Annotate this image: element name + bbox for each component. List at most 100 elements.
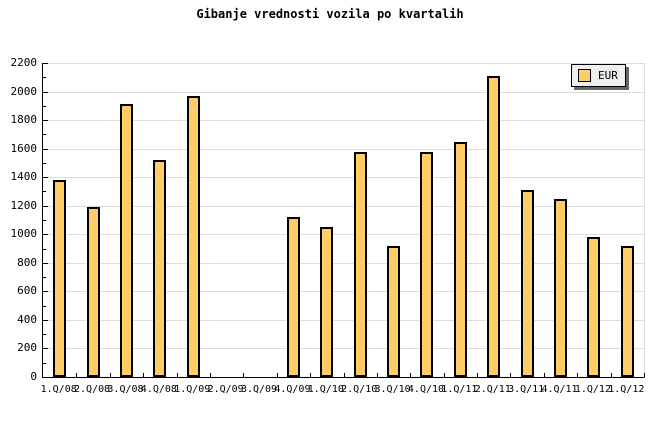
x-axis-label: 2.Q/10	[341, 384, 378, 395]
gridline	[43, 91, 644, 93]
y-axis-label: 1200	[10, 198, 38, 212]
x-axis-tick	[343, 373, 345, 377]
y-axis-label: 1600	[10, 141, 38, 155]
x-axis-tick	[644, 373, 645, 377]
x-axis-tick	[143, 373, 145, 377]
bar	[387, 245, 401, 377]
x-axis-label: 2.Q/08	[74, 384, 111, 395]
gridline	[43, 205, 644, 207]
legend-label: EUR	[598, 69, 618, 82]
chart-title: Gibanje vrednosti vozila po kvartalih	[196, 7, 464, 21]
x-axis-label: 4.Q/11	[541, 384, 578, 395]
x-axis-label: 4.Q/10	[407, 384, 445, 395]
x-axis-tick	[510, 373, 512, 377]
gridline	[43, 148, 644, 150]
x-axis-label: 1.Q/10	[307, 384, 344, 395]
y-minor-tick	[43, 305, 46, 307]
bar	[86, 207, 100, 377]
y-major-tick	[43, 177, 48, 179]
x-axis-label: 3.Q/09	[240, 384, 278, 395]
y-axis-label: 1800	[10, 113, 38, 127]
x-axis-label: 1.Q/08	[40, 384, 77, 395]
x-axis-tick	[310, 373, 312, 377]
y-major-tick	[43, 63, 48, 64]
x-axis-label: 1.Q/12	[574, 384, 611, 395]
bar	[53, 180, 67, 377]
x-axis-label: 1.Q/09	[174, 384, 211, 395]
y-minor-tick	[43, 248, 46, 250]
y-minor-tick	[43, 105, 46, 107]
x-axis-label: 2.Q/11	[474, 384, 511, 395]
y-major-tick	[43, 348, 48, 350]
x-axis-label: 2.Q/09	[207, 384, 244, 395]
gridline	[43, 234, 644, 236]
bar	[320, 227, 334, 377]
x-axis-tick	[109, 373, 111, 377]
bar	[286, 217, 300, 377]
y-axis-label: 1000	[10, 227, 38, 241]
bar	[353, 151, 367, 377]
y-minor-tick	[43, 220, 46, 221]
y-axis-label: 600	[17, 284, 37, 298]
bar	[153, 160, 167, 377]
x-axis-label: 3.Q/10	[374, 384, 411, 395]
y-axis-label: 400	[17, 312, 37, 326]
x-axis-tick	[209, 373, 211, 377]
x-axis-tick	[176, 373, 178, 377]
gridline	[43, 120, 644, 122]
x-axis-label: 1.Q/12	[608, 384, 645, 395]
y-minor-tick	[43, 134, 46, 136]
bar	[186, 95, 200, 377]
gridline	[43, 63, 644, 64]
bar	[420, 151, 434, 377]
x-axis-tick	[543, 373, 545, 377]
gridline	[43, 319, 644, 321]
bar	[554, 198, 568, 377]
y-minor-tick	[43, 277, 46, 279]
bar	[453, 141, 467, 377]
x-axis-tick	[610, 373, 612, 377]
y-axis-label: 0	[30, 370, 37, 383]
bar	[119, 104, 133, 377]
y-major-tick	[43, 291, 48, 293]
y-axis-label: 800	[17, 255, 37, 269]
y-minor-tick	[43, 162, 46, 164]
gridline	[43, 262, 644, 264]
x-axis-tick	[410, 373, 412, 377]
x-axis-label: 4.Q/08	[140, 384, 177, 395]
gridline	[43, 291, 644, 293]
bar	[487, 75, 501, 377]
y-axis-label: 200	[17, 341, 37, 355]
x-axis-label: 1.Q/11	[441, 384, 478, 395]
y-major-tick	[43, 319, 48, 321]
y-minor-tick	[43, 334, 46, 336]
x-axis-label: 3.Q/11	[508, 384, 545, 395]
y-major-tick	[43, 262, 48, 264]
x-axis-tick	[243, 373, 245, 377]
bar	[587, 237, 601, 377]
y-minor-tick	[43, 191, 46, 193]
y-major-tick	[43, 120, 48, 122]
y-axis-label: 2000	[10, 84, 38, 98]
y-minor-tick	[43, 362, 46, 364]
gridline	[43, 348, 644, 350]
y-minor-tick	[43, 77, 46, 79]
x-axis-label: 4.Q/09	[274, 384, 311, 395]
x-axis-tick	[577, 373, 579, 377]
y-major-tick	[43, 91, 48, 93]
y-major-tick	[43, 234, 48, 236]
plot-area	[42, 63, 645, 378]
x-axis-tick	[76, 373, 78, 377]
bar	[620, 245, 634, 377]
x-axis-tick	[477, 373, 479, 377]
y-axis-label: 2200	[10, 56, 38, 69]
legend-swatch-icon	[578, 69, 591, 82]
x-axis-tick	[443, 373, 445, 377]
bar	[520, 190, 534, 377]
gridline	[43, 177, 644, 179]
y-major-tick	[43, 148, 48, 150]
y-major-tick	[43, 205, 48, 207]
legend: EUR	[571, 64, 626, 87]
y-axis-label: 1400	[10, 170, 38, 184]
